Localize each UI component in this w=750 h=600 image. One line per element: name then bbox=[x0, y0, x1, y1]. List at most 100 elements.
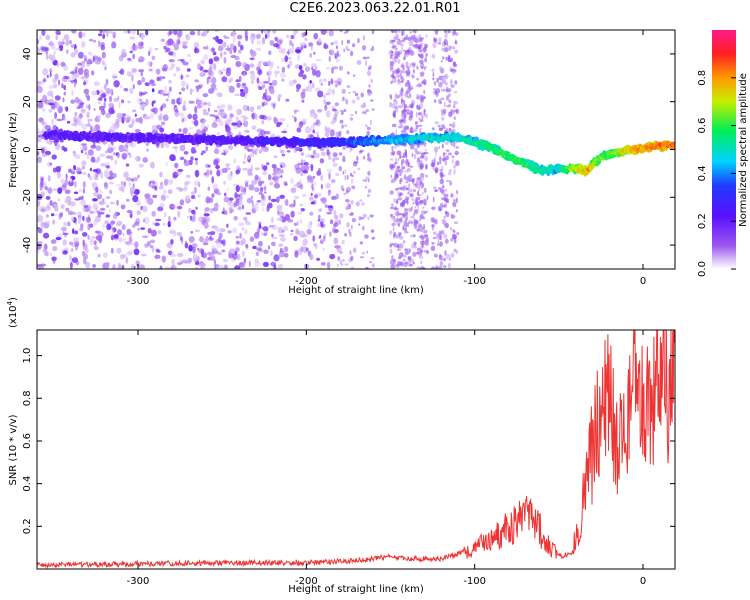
heatmap-noise-cell bbox=[245, 34, 249, 42]
heatmap-noise-cell bbox=[194, 46, 198, 54]
heatmap-noise-cell bbox=[78, 189, 82, 192]
heatmap-noise-cell bbox=[65, 49, 69, 54]
heatmap-noise-cell bbox=[99, 153, 106, 158]
heatmap-noise-cell bbox=[62, 239, 67, 246]
heatmap-noise-cell bbox=[351, 218, 356, 223]
heatmap-noise-cell bbox=[362, 35, 366, 41]
heatmap-noise-cell bbox=[73, 191, 79, 195]
heatmap-noise-cell bbox=[341, 239, 345, 245]
heatmap-noise-cell bbox=[52, 219, 56, 225]
heatmap-noise-cell bbox=[452, 141, 456, 148]
heatmap-noise-cell bbox=[398, 30, 401, 33]
heatmap-noise-cell bbox=[61, 226, 67, 232]
heatmap-noise-cell bbox=[415, 111, 418, 118]
heatmap-noise-cell bbox=[76, 62, 83, 66]
heatmap-noise-cell bbox=[101, 223, 106, 230]
heatmap-noise-cell bbox=[158, 230, 162, 235]
heatmap-noise-cell bbox=[131, 44, 138, 52]
heatmap-noise-cell bbox=[320, 151, 326, 157]
heatmap-noise-cell bbox=[139, 91, 143, 97]
heatmap-noise-cell bbox=[312, 68, 317, 76]
heatmap-noise-cell bbox=[201, 220, 206, 226]
heatmap-noise-cell bbox=[62, 250, 68, 255]
heatmap-noise-cell bbox=[294, 116, 297, 123]
heatmap-noise-cell bbox=[57, 198, 60, 202]
heatmap-noise-cell bbox=[395, 33, 399, 40]
heatmap-noise-cell bbox=[95, 145, 102, 151]
heatmap-noise-cell bbox=[111, 41, 117, 49]
heatmap-noise-cell bbox=[187, 257, 193, 263]
heatmap-noise-cell bbox=[432, 237, 437, 239]
heatmap-noise-cell bbox=[273, 43, 280, 48]
heatmap-noise-cell bbox=[451, 155, 455, 158]
heatmap-noise-cell bbox=[220, 264, 224, 269]
heatmap-noise-cell bbox=[358, 216, 362, 221]
heatmap-noise-cell bbox=[434, 167, 439, 174]
heatmap-noise-cell bbox=[183, 107, 188, 111]
heatmap-noise-cell bbox=[207, 101, 211, 107]
heatmap-noise-cell bbox=[270, 102, 277, 107]
heatmap-noise-cell bbox=[213, 148, 220, 155]
heatmap-noise-cell bbox=[298, 65, 303, 71]
heatmap-noise-cell bbox=[122, 237, 127, 243]
heatmap-noise-cell bbox=[288, 47, 295, 54]
heatmap-noise-cell bbox=[205, 163, 210, 168]
heatmap-noise-cell bbox=[162, 222, 166, 226]
heatmap-noise-cell bbox=[423, 111, 426, 117]
heatmap-noise-cell bbox=[369, 119, 372, 126]
heatmap-noise-cell bbox=[364, 186, 367, 189]
heatmap-noise-cell bbox=[81, 195, 84, 200]
heatmap-noise-cell bbox=[254, 174, 259, 181]
heatmap-noise-cell bbox=[46, 74, 49, 79]
heatmap-noise-cell bbox=[241, 250, 245, 258]
heatmap-noise-cell bbox=[250, 153, 255, 157]
heatmap-noise-cell bbox=[211, 225, 218, 229]
heatmap-noise-cell bbox=[436, 161, 439, 166]
heatmap-noise-cell bbox=[235, 240, 240, 245]
heatmap-noise-cell bbox=[423, 151, 429, 155]
heatmap-noise-cell bbox=[319, 238, 326, 243]
heatmap-noise-cell bbox=[184, 240, 188, 245]
heatmap-noise-cell bbox=[312, 235, 316, 242]
heatmap-noise-cell bbox=[161, 103, 167, 109]
heatmap-noise-cell bbox=[269, 40, 275, 46]
heatmap-noise-cell bbox=[362, 102, 366, 108]
heatmap-noise-cell bbox=[335, 45, 339, 50]
heatmap-noise-cell bbox=[82, 215, 85, 222]
heatmap-noise-cell bbox=[73, 116, 77, 122]
heatmap-noise-cell bbox=[453, 91, 458, 94]
heatmap-noise-cell bbox=[81, 232, 88, 237]
heatmap-noise-cell bbox=[442, 265, 447, 268]
heatmap-noise-cell bbox=[183, 99, 186, 107]
heatmap-noise-cell bbox=[300, 246, 303, 252]
heatmap-noise-cell bbox=[49, 162, 52, 166]
heatmap-noise-cell bbox=[309, 253, 314, 261]
heatmap-noise-cell bbox=[232, 227, 238, 234]
heatmap-noise-cell bbox=[349, 172, 353, 177]
heatmap-noise-cell bbox=[92, 168, 99, 173]
heatmap-noise-cell bbox=[330, 78, 334, 85]
heatmap-noise-cell bbox=[405, 217, 408, 223]
heatmap-noise-cell bbox=[104, 182, 109, 190]
heatmap-noise-cell bbox=[350, 255, 354, 262]
heatmap-noise-cell bbox=[247, 105, 250, 112]
heatmap-noise-cell bbox=[133, 248, 140, 256]
heatmap-noise-cell bbox=[329, 129, 335, 137]
heatmap-noise-cell bbox=[269, 181, 274, 186]
heatmap-noise-cell bbox=[399, 154, 402, 159]
heatmap-noise-cell bbox=[142, 235, 149, 239]
heatmap-noise-cell bbox=[448, 111, 453, 118]
heatmap-noise-cell bbox=[63, 75, 70, 80]
heatmap-noise-cell bbox=[64, 189, 71, 194]
heatmap-noise-cell bbox=[232, 36, 236, 43]
heatmap-noise-cell bbox=[229, 113, 234, 118]
heatmap-noise-cell bbox=[444, 197, 449, 202]
heatmap-noise-cell bbox=[271, 164, 277, 169]
heatmap-noise-cell bbox=[249, 236, 255, 242]
heatmap-noise-cell bbox=[289, 40, 293, 46]
heatmap-noise-cell bbox=[419, 118, 424, 123]
heatmap-noise-cell bbox=[211, 248, 215, 256]
heatmap-noise-cell bbox=[185, 35, 189, 39]
heatmap-noise-cell bbox=[146, 148, 149, 152]
heatmap-noise-cell bbox=[317, 109, 323, 113]
